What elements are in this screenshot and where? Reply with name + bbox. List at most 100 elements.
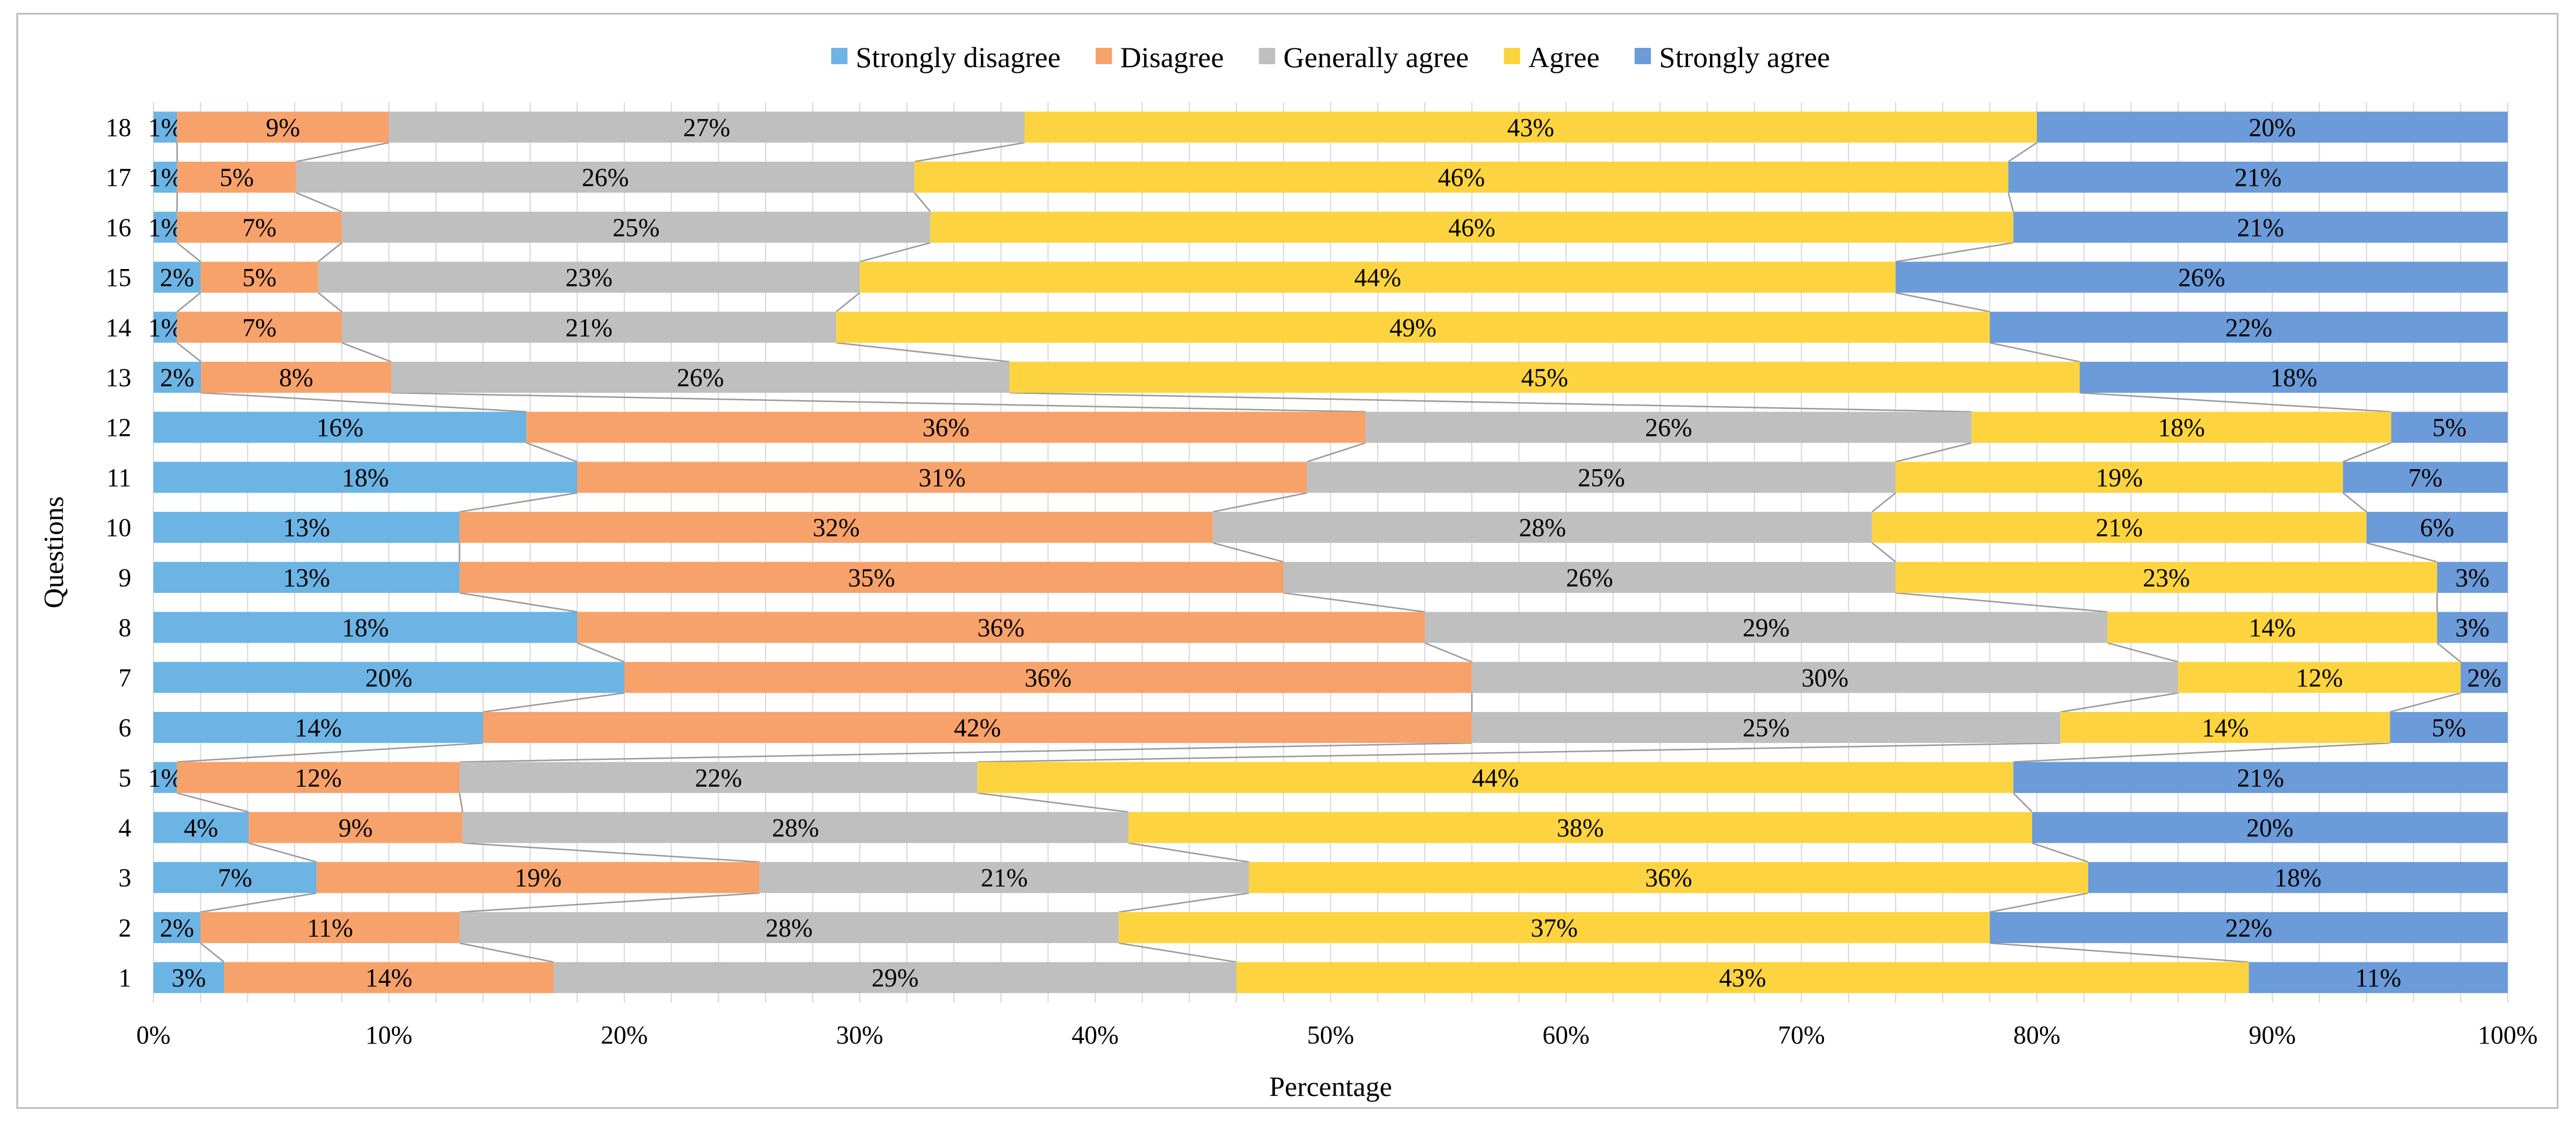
bar-q18-agree [1024,111,2037,143]
series-connector-line [296,142,389,163]
bar-q5-disagree [177,762,460,793]
data-label: 37% [1530,913,1578,942]
series-connector-line [317,292,342,313]
data-label: 1% [148,113,183,142]
bar-q4-generally-agree [462,812,1129,843]
bar-q14-agree [836,312,1990,343]
bar-q5-agree [977,762,2014,793]
data-label: 13% [283,563,330,592]
x-axis-title: Percentage [1269,1071,1392,1102]
series-connector-line [1009,392,1972,413]
legend-swatch [1634,48,1651,64]
series-connector-line [1895,442,1972,463]
data-label: 1% [148,313,183,342]
data-label: 36% [1645,864,1692,892]
bar-q7-agree [2178,662,2461,693]
bar-q9-generally-agree [1283,561,1896,593]
data-label: 30% [1802,664,1849,692]
legend-entry-label: Agree [1528,41,1599,74]
series-connector-line [177,742,483,763]
legend-swatch [1504,48,1521,64]
data-label: 35% [848,563,895,592]
bar-q11-strongly-disagree [153,462,578,493]
data-label: 9% [266,113,300,142]
bar-q15-agree [859,261,1896,293]
data-label: 26% [582,163,629,192]
bar-q6-strongly-agree [2390,711,2508,743]
data-label: 23% [2143,563,2190,592]
bar-q4-strongly-disagree [153,812,249,843]
bar-q2-disagree [200,912,460,943]
bar-q4-disagree [249,812,463,843]
data-label: 13% [283,514,330,542]
data-label: 5% [2432,714,2466,742]
data-label: 16% [316,413,363,442]
data-label: 2% [160,263,194,292]
data-label: 20% [365,664,413,692]
x-tick-label: 100% [2478,1021,2538,1049]
series-connector-line [1990,342,2080,363]
series-connector-line [1990,942,2249,963]
series-connector-line [176,242,201,263]
series-connector-line [1128,842,1249,863]
data-label: 46% [1438,163,1485,192]
data-label: 7% [218,864,252,892]
series-connector-line [248,842,317,863]
y-tick-label: 18 [106,113,131,142]
series-connector-line [462,842,760,863]
data-label: 26% [1645,413,1692,442]
y-tick-label: 5 [118,763,131,792]
series-connector-line [459,942,554,963]
series-connector-line [2060,692,2179,713]
data-label: 45% [1521,363,1568,392]
legend: Strongly disagree Disagree Generally agree… [831,41,1830,74]
data-label: 27% [683,113,730,142]
series-connector-line [2012,792,2033,813]
x-tick-label: 60% [1543,1021,1590,1049]
bar-q9-disagree [459,561,1284,593]
data-label: 14% [2201,714,2249,742]
x-tick-label: 40% [1072,1021,1119,1049]
series-connector-line [391,392,1366,413]
y-tick-label: 7 [118,664,131,692]
series-connector-line [576,642,625,663]
series-connector-line [1306,442,1366,463]
data-label: 18% [2274,864,2322,892]
series-connector-line [176,342,202,362]
data-label: 9% [338,814,373,842]
bar-q17-disagree [177,162,296,193]
series-connector-line [200,892,317,913]
data-label: 7% [2408,463,2442,492]
legend-entry-label: Strongly disagree [856,41,1061,74]
series-connector-line [2008,142,2037,163]
bar-q9-agree [1895,561,2437,593]
bar-q11-strongly-agree [2343,462,2508,493]
data-label: 36% [1025,664,1072,692]
y-tick-label: 14 [106,313,131,342]
data-label: 31% [918,463,966,492]
series-connector-line [2013,742,2390,763]
x-tick-label: 90% [2249,1021,2296,1049]
bar-q14-strongly-agree [1990,312,2508,343]
series-connector-line [2107,642,2179,663]
bar-q4-strongly-agree [2032,812,2508,843]
data-label: 8% [279,363,313,392]
bar-q7-generally-agree [1471,662,2179,693]
y-tick-label: 1 [118,964,131,992]
bar-q11-generally-agree [1307,462,1896,493]
bar-q15-disagree [200,261,319,293]
series-connector-line [1212,542,1284,563]
series-connector-line [2437,642,2462,663]
bar-q1-generally-agree [553,962,1237,993]
data-label: 22% [2225,913,2273,942]
series-connector-line [341,342,392,363]
series-connector-line [2342,492,2367,513]
series-connector-line [1895,592,2108,613]
legend-swatch [1259,48,1275,64]
data-label: 7% [242,213,277,242]
bar-q2-generally-agree [459,912,1119,943]
data-label: 29% [872,964,919,992]
y-tick-label: 2 [118,913,131,942]
bar-q18-disagree [177,111,389,143]
y-tick-label: 8 [118,613,131,642]
